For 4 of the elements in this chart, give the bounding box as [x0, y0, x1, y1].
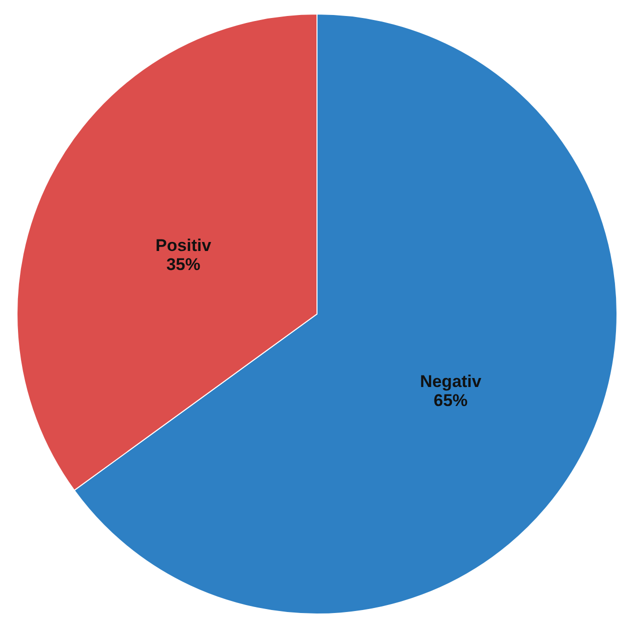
slice-label: Negativ [420, 372, 482, 392]
data-label: 35% [166, 254, 200, 274]
data-label: 65% [434, 391, 468, 410]
slice-label: Positiv [155, 236, 212, 255]
